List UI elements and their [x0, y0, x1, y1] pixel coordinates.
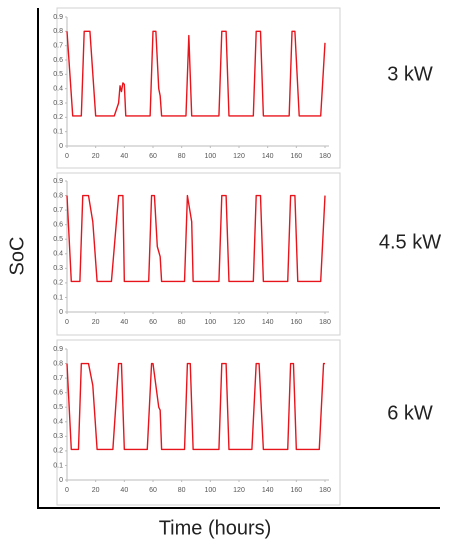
y-tick-label: 0.3: [53, 433, 63, 440]
y-tick-label: 0.2: [53, 280, 63, 287]
x-tick-label: 160: [290, 487, 302, 494]
y-tick-label: 0.4: [53, 419, 63, 426]
panel-frame: [56, 172, 341, 336]
y-tick-label: 0.9: [53, 346, 63, 353]
x-tick-label: 60: [149, 319, 157, 326]
x-tick-label: 80: [178, 487, 186, 494]
y-tick-label: 0.4: [53, 251, 63, 258]
series-line: [66, 30, 326, 117]
y-tick-label: 0.3: [53, 100, 63, 107]
y-tick-label: 0.4: [53, 86, 63, 93]
x-tick-label: 0: [65, 153, 69, 160]
y-axis-title: SoC: [6, 237, 28, 276]
x-tick-label: 100: [204, 319, 216, 326]
y-tick-label: 0.7: [53, 207, 63, 214]
y-tick-label: 0.8: [53, 28, 63, 35]
x-tick-label: 120: [233, 487, 245, 494]
y-tick-label: 0.7: [53, 43, 63, 50]
x-tick-label: 40: [120, 487, 128, 494]
y-tick-label: 0.5: [53, 404, 63, 411]
y-tick-label: 0.7: [53, 375, 63, 382]
y-tick-label: 0.6: [53, 57, 63, 64]
x-tick-label: 40: [120, 319, 128, 326]
y-tick-label: 0.5: [53, 71, 63, 78]
x-tick-label: 20: [92, 487, 100, 494]
y-tick-label: 0: [59, 143, 63, 150]
x-tick-label: 60: [149, 487, 157, 494]
panel-frame: [56, 339, 341, 506]
y-tick-label: 0.2: [53, 114, 63, 121]
x-tick-label: 40: [120, 153, 128, 160]
y-tick-label: 0.9: [53, 178, 63, 185]
x-axis-title: Time (hours): [159, 517, 272, 539]
x-tick-label: 80: [178, 153, 186, 160]
y-tick-label: 0.2: [53, 448, 63, 455]
x-tick-label: 180: [319, 319, 331, 326]
x-tick-label: 0: [65, 487, 69, 494]
y-tick-label: 0: [59, 477, 63, 484]
x-tick-label: 20: [92, 153, 100, 160]
panel-label: 4.5 kW: [379, 231, 441, 253]
y-tick-label: 0.1: [53, 462, 63, 469]
x-tick-label: 160: [290, 153, 302, 160]
y-tick-label: 0.6: [53, 390, 63, 397]
series-line: [66, 194, 326, 283]
x-tick-label: 80: [178, 319, 186, 326]
panel-frame: [56, 7, 341, 169]
x-tick-label: 120: [233, 319, 245, 326]
y-tick-label: 0.9: [53, 14, 63, 21]
y-tick-label: 0.3: [53, 265, 63, 272]
x-tick-label: 100: [204, 487, 216, 494]
x-tick-label: 120: [233, 153, 245, 160]
y-tick-label: 0.6: [53, 222, 63, 229]
x-tick-label: 160: [290, 319, 302, 326]
y-tick-label: 0.5: [53, 236, 63, 243]
x-tick-label: 140: [262, 487, 274, 494]
x-tick-label: 180: [319, 153, 331, 160]
y-tick-label: 0.1: [53, 294, 63, 301]
panel-label: 3 kW: [387, 63, 433, 85]
x-tick-label: 60: [149, 153, 157, 160]
series-line: [66, 362, 325, 451]
x-tick-label: 140: [262, 153, 274, 160]
x-tick-label: 20: [92, 319, 100, 326]
x-tick-label: 180: [319, 487, 331, 494]
panel-label: 6 kW: [387, 402, 433, 424]
x-tick-label: 140: [262, 319, 274, 326]
y-tick-label: 0.8: [53, 192, 63, 199]
y-tick-label: 0.8: [53, 360, 63, 367]
y-tick-label: 0.1: [53, 129, 63, 136]
x-tick-label: 100: [204, 153, 216, 160]
x-tick-label: 0: [65, 319, 69, 326]
y-tick-label: 0: [59, 309, 63, 316]
